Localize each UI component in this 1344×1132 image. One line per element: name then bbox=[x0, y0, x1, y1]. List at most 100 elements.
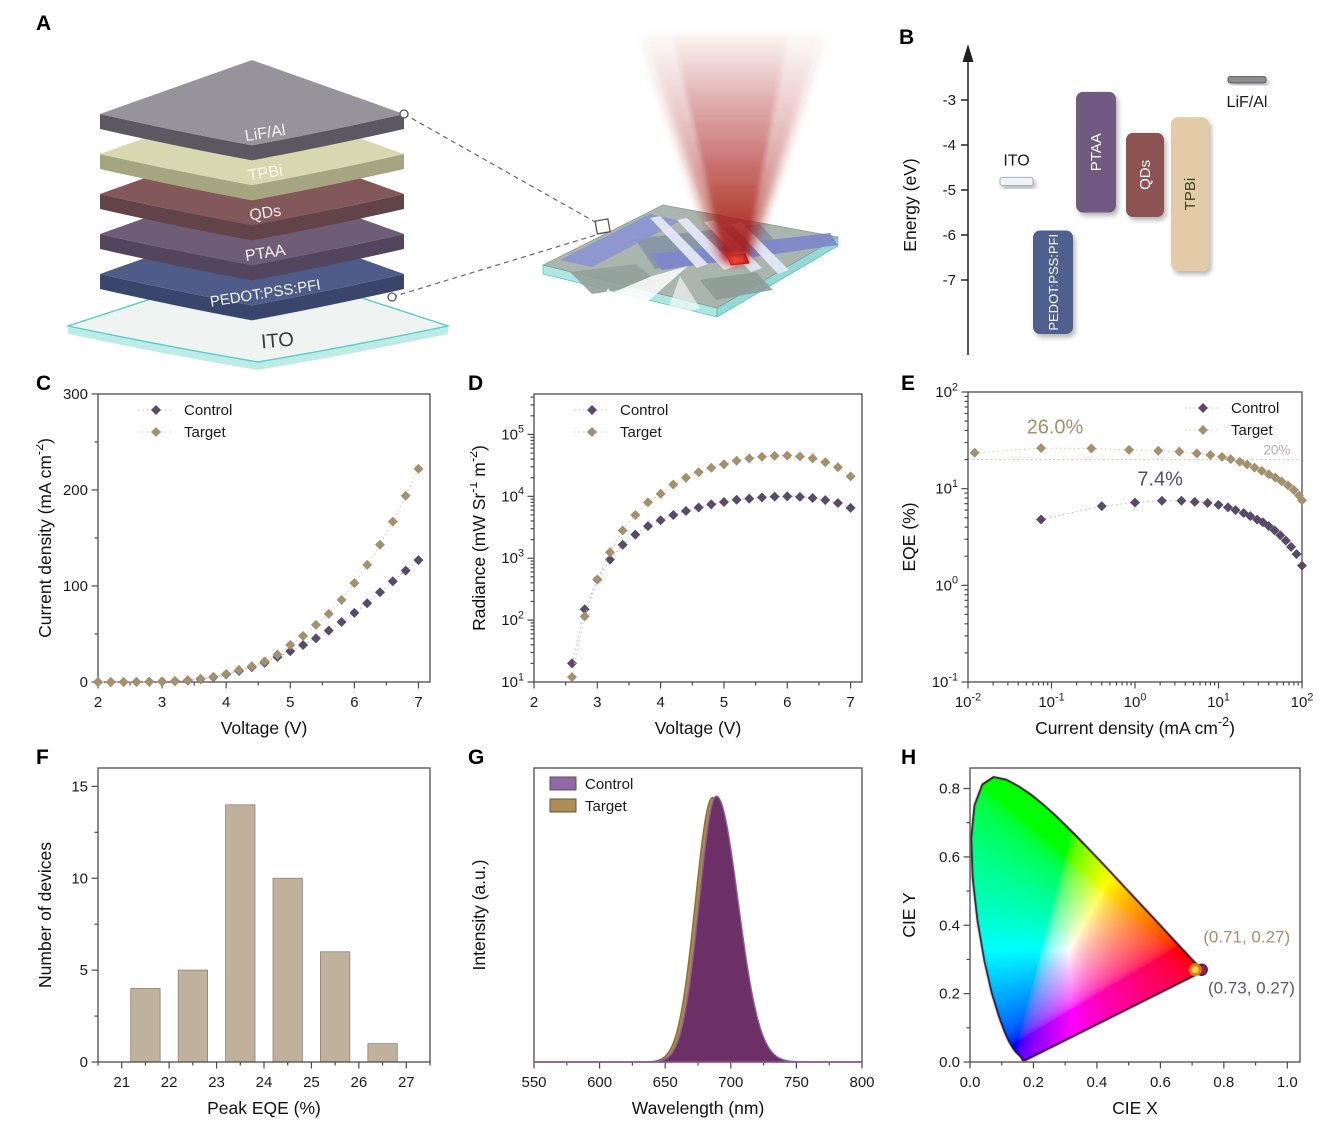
svg-text:5: 5 bbox=[286, 694, 294, 711]
svg-text:1.0: 1.0 bbox=[1277, 1074, 1298, 1091]
svg-text:0.4: 0.4 bbox=[939, 917, 960, 934]
svg-text:0.8: 0.8 bbox=[1213, 1074, 1234, 1091]
svg-text:21: 21 bbox=[113, 1074, 130, 1091]
svg-text:0.0: 0.0 bbox=[939, 1054, 960, 1071]
svg-text:7: 7 bbox=[846, 694, 854, 711]
svg-text:101: 101 bbox=[501, 671, 524, 691]
svg-text:Current density (mA cm-2): Current density (mA cm-2) bbox=[1035, 715, 1235, 738]
svg-text:20%: 20% bbox=[1263, 443, 1290, 458]
svg-text:102: 102 bbox=[501, 609, 524, 629]
svg-text:Control: Control bbox=[585, 776, 633, 793]
svg-text:-5: -5 bbox=[943, 182, 956, 199]
svg-text:200: 200 bbox=[63, 482, 88, 499]
svg-text:10-2: 10-2 bbox=[955, 691, 981, 711]
svg-text:4: 4 bbox=[222, 694, 230, 711]
svg-text:10-1: 10-1 bbox=[932, 671, 958, 691]
svg-text:Target: Target bbox=[620, 424, 663, 441]
svg-text:2: 2 bbox=[530, 694, 538, 711]
svg-text:102: 102 bbox=[935, 381, 958, 401]
svg-text:102: 102 bbox=[1291, 691, 1314, 711]
panel-c-jv-chart: 2 3 4 5 6 7 0 100 200 300 Voltage (V) Current densi… bbox=[36, 378, 456, 738]
svg-text:650: 650 bbox=[653, 1074, 678, 1091]
panel-f-label: F bbox=[36, 746, 49, 769]
panel-g-label: G bbox=[468, 746, 485, 769]
svg-text:15: 15 bbox=[71, 778, 88, 795]
svg-text:EQE (%): EQE (%) bbox=[900, 502, 919, 571]
panel-f-eqe-histogram: 21 22 23 24 25 26 27 0 5 10 15 Peak EQE (%) Number o… bbox=[36, 752, 456, 1120]
svg-text:Voltage (V): Voltage (V) bbox=[655, 718, 742, 738]
panel-a-device-structure: ITO PEDOT:PSS:PFI PTAA QDs TPBi LiF/Al bbox=[40, 14, 900, 376]
svg-text:-4: -4 bbox=[943, 137, 956, 154]
svg-text:LiF/Al: LiF/Al bbox=[1227, 94, 1268, 111]
svg-text:CIE X: CIE X bbox=[1112, 1098, 1158, 1118]
svg-text:6: 6 bbox=[783, 694, 791, 711]
svg-text:Number of devices: Number of devices bbox=[36, 842, 55, 988]
svg-text:Peak EQE (%): Peak EQE (%) bbox=[207, 1098, 321, 1118]
svg-text:105: 105 bbox=[501, 424, 524, 444]
svg-text:Control: Control bbox=[620, 402, 668, 419]
svg-text:24: 24 bbox=[256, 1074, 273, 1091]
svg-text:Current density (mA cm-2): Current density (mA cm-2) bbox=[36, 438, 55, 638]
svg-text:550: 550 bbox=[521, 1074, 546, 1091]
svg-text:23: 23 bbox=[208, 1074, 225, 1091]
svg-text:103: 103 bbox=[501, 547, 524, 567]
svg-text:104: 104 bbox=[501, 486, 524, 506]
svg-text:5: 5 bbox=[80, 962, 88, 979]
svg-text:26: 26 bbox=[351, 1074, 368, 1091]
svg-text:Control: Control bbox=[1231, 400, 1279, 417]
svg-text:0.6: 0.6 bbox=[1150, 1074, 1171, 1091]
svg-text:TPBi: TPBi bbox=[1182, 178, 1199, 211]
svg-text:101: 101 bbox=[1207, 691, 1230, 711]
svg-text:-7: -7 bbox=[943, 272, 956, 289]
svg-text:25: 25 bbox=[303, 1074, 320, 1091]
svg-text:Energy (eV): Energy (eV) bbox=[900, 158, 920, 251]
svg-text:100: 100 bbox=[935, 575, 958, 595]
svg-text:PEDOT:PSS:PFI: PEDOT:PSS:PFI bbox=[1046, 234, 1061, 331]
svg-text:4: 4 bbox=[656, 694, 664, 711]
panel-e-label: E bbox=[901, 372, 916, 395]
panel-d-label: D bbox=[468, 372, 484, 395]
svg-text:0.0: 0.0 bbox=[960, 1074, 981, 1091]
svg-text:6: 6 bbox=[350, 694, 358, 711]
panel-e-eqe-chart: 10-2 10-1 100 101 102 10-1 100 101 102 Current de… bbox=[900, 378, 1340, 738]
svg-text:5: 5 bbox=[720, 694, 728, 711]
svg-text:PTAA: PTAA bbox=[244, 242, 287, 265]
svg-text:CIE Y: CIE Y bbox=[900, 892, 919, 938]
svg-text:ITO: ITO bbox=[1003, 152, 1029, 169]
svg-text:-3: -3 bbox=[943, 92, 956, 109]
svg-text:0.2: 0.2 bbox=[1023, 1074, 1044, 1091]
panel-b-energy-diagram: -3 -4 -5 -6 -7 Energy (eV) ITO PEDOT:PSS:PFI PTA… bbox=[900, 20, 1344, 370]
svg-text:Target: Target bbox=[585, 798, 628, 815]
svg-text:10: 10 bbox=[71, 870, 88, 887]
svg-text:700: 700 bbox=[718, 1074, 743, 1091]
panel-a-label: A bbox=[36, 12, 52, 35]
svg-text:26.0%: 26.0% bbox=[1027, 417, 1084, 439]
svg-text:750: 750 bbox=[784, 1074, 809, 1091]
svg-text:LiF/Al: LiF/Al bbox=[244, 122, 287, 145]
svg-text:10-1: 10-1 bbox=[1038, 691, 1064, 711]
svg-text:100: 100 bbox=[1124, 691, 1147, 711]
svg-text:(0.71, 0.27): (0.71, 0.27) bbox=[1203, 927, 1290, 946]
svg-text:22: 22 bbox=[161, 1074, 178, 1091]
panel-h-label: H bbox=[901, 746, 917, 769]
svg-text:-6: -6 bbox=[943, 227, 956, 244]
svg-text:Target: Target bbox=[1231, 422, 1274, 439]
svg-text:0: 0 bbox=[80, 674, 88, 691]
svg-text:Wavelength (nm): Wavelength (nm) bbox=[632, 1098, 765, 1118]
svg-text:300: 300 bbox=[63, 386, 88, 403]
svg-text:ITO: ITO bbox=[260, 329, 295, 354]
svg-text:600: 600 bbox=[587, 1074, 612, 1091]
svg-text:3: 3 bbox=[158, 694, 166, 711]
panel-h-cie-diagram: 0.0 0.2 0.4 0.6 0.8 1.0 0.0 0.2 0.4 0.6 0.8 CIE X CI… bbox=[900, 752, 1340, 1120]
svg-text:(0.73, 0.27): (0.73, 0.27) bbox=[1208, 979, 1295, 998]
panel-g-el-spectrum: 550 600 650 700 750 800 Wavelength (nm) Intensi… bbox=[470, 752, 882, 1120]
svg-text:Target: Target bbox=[184, 424, 227, 441]
svg-text:QDs: QDs bbox=[248, 203, 282, 225]
svg-text:100: 100 bbox=[63, 578, 88, 595]
svg-text:800: 800 bbox=[849, 1074, 874, 1091]
svg-text:Radiance (mW Sr-1 m-2): Radiance (mW Sr-1 m-2) bbox=[470, 445, 489, 631]
svg-text:Control: Control bbox=[184, 402, 232, 419]
svg-text:PTAA: PTAA bbox=[1088, 133, 1105, 171]
panel-c-label: C bbox=[36, 372, 52, 395]
